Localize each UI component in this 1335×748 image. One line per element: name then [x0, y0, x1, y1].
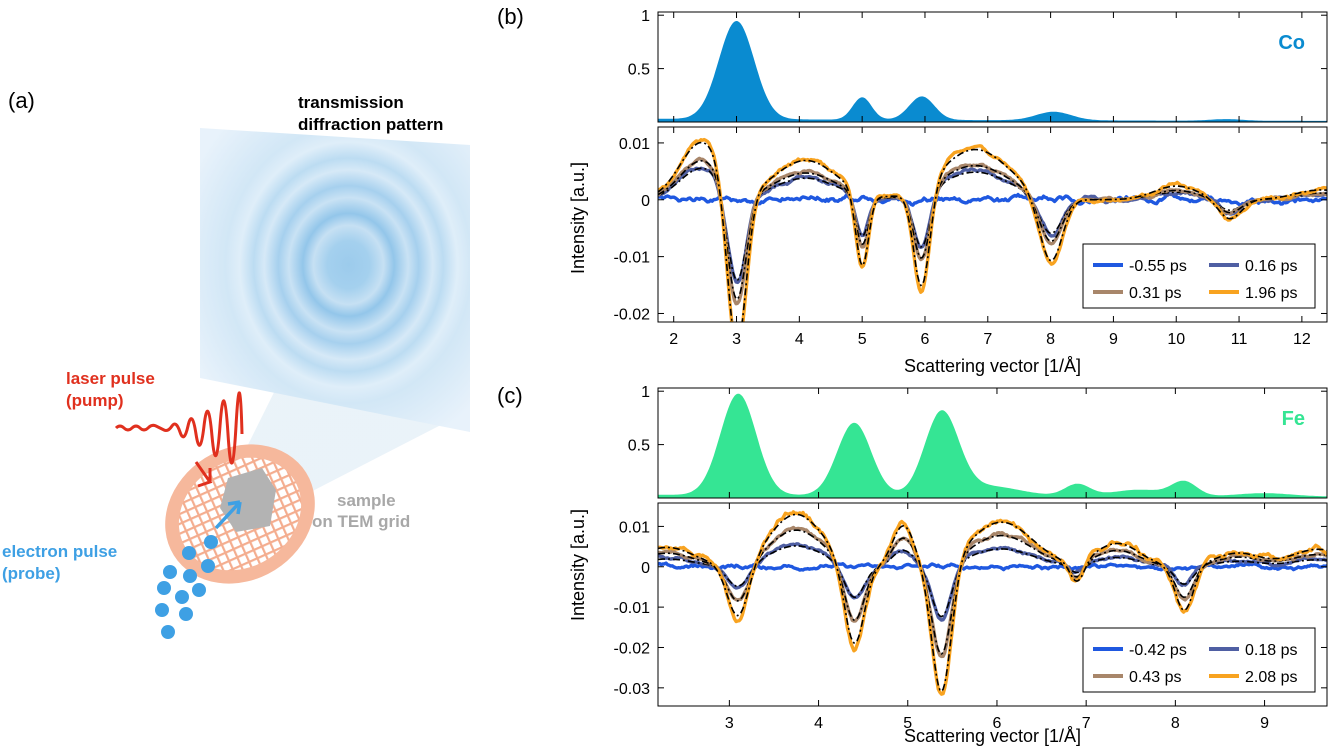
- bottom-ytick-label-b: -0.02: [614, 306, 651, 323]
- sample-flake: [220, 468, 276, 532]
- legend-label-2.08 ps: 2.08 ps: [1245, 669, 1297, 686]
- xtick-label-b: 9: [1109, 331, 1118, 348]
- fit-line-2.08 ps: [658, 513, 1327, 693]
- bottom-ytick-label-c: -0.02: [614, 640, 651, 657]
- bottom-axes-frame-c: [657, 502, 1328, 707]
- sample-label-line1: sample: [337, 491, 396, 510]
- spectrum-area-b: [658, 21, 1327, 122]
- xtick-label-b: 3: [732, 331, 741, 348]
- laser-label-line1: laser pulse: [66, 369, 155, 388]
- legend-label-0.31 ps: 0.31 ps: [1129, 285, 1181, 302]
- series-line--0.42 ps: [658, 561, 1327, 572]
- bottom-ytick-label-c: 0.01: [619, 519, 650, 536]
- laser-label-line2: (pump): [66, 391, 124, 410]
- top-axes-frame-b: [657, 11, 1328, 123]
- spectrum-area-c: [658, 393, 1327, 498]
- top-ytick-label-b: 1: [641, 8, 650, 25]
- legend-label-0.18 ps: 0.18 ps: [1245, 642, 1297, 659]
- fit-line-0.18 ps: [658, 544, 1327, 618]
- bottom-ytick-label-b: -0.01: [614, 250, 651, 267]
- xtick-label-c: 4: [814, 715, 823, 732]
- electron-pulse-icon: [155, 535, 218, 639]
- bottom-ytick-label-c: -0.01: [614, 600, 651, 617]
- series-line-2.08 ps: [658, 510, 1327, 696]
- xtick-label-c: 6: [993, 715, 1002, 732]
- xtick-label-b: 2: [669, 331, 678, 348]
- legend-label-0.16 ps: 0.16 ps: [1245, 258, 1297, 275]
- xtick-label-b: 5: [858, 331, 867, 348]
- x-axis-label-b: Scattering vector [1/Å]: [904, 356, 1081, 376]
- top-ytick-label-b: 0.5: [628, 62, 650, 79]
- xtick-label-b: 8: [1046, 331, 1055, 348]
- xtick-label-c: 5: [903, 715, 912, 732]
- bottom-ytick-label-c: 0: [641, 560, 650, 577]
- element-label-b: Co: [1278, 32, 1305, 54]
- top-ytick-label-c: 1: [641, 384, 650, 401]
- panel-label-c: (c): [497, 383, 523, 408]
- bottom-ytick-label-b: 0: [641, 193, 650, 210]
- diffraction-pattern-screen: [200, 128, 470, 432]
- laser-pulse-icon: [114, 391, 244, 465]
- legend-c: [1082, 627, 1316, 693]
- detector-label-line2: diffraction pattern: [298, 115, 443, 134]
- legend-label--0.55 ps: -0.55 ps: [1129, 258, 1187, 275]
- legend-label-0.43 ps: 0.43 ps: [1129, 669, 1181, 686]
- y-axis-label-c: Intensity [a.u.]: [568, 509, 588, 621]
- series-group-b: [658, 137, 1327, 322]
- bottom-ytick-label-c: -0.03: [614, 681, 651, 698]
- fit-line-1.96 ps: [658, 141, 1327, 322]
- series-group-c: [658, 510, 1327, 696]
- legend-label--0.42 ps: -0.42 ps: [1129, 642, 1187, 659]
- xtick-label-c: 9: [1260, 715, 1269, 732]
- fit-line-0.43 ps: [658, 529, 1327, 656]
- laser-arrow-icon: [194, 461, 213, 488]
- top-ytick-label-c: 0.5: [628, 438, 650, 455]
- xtick-label-c: 3: [725, 715, 734, 732]
- xtick-label-b: 12: [1293, 331, 1311, 348]
- xtick-label-c: 7: [1082, 715, 1091, 732]
- xtick-label-b: 11: [1231, 331, 1248, 348]
- xtick-label-b: 10: [1167, 331, 1185, 348]
- electron-label-line2: (probe): [2, 564, 61, 583]
- x-axis-label-c: Scattering vector [1/Å]: [904, 726, 1081, 746]
- legend-label-1.96 ps: 1.96 ps: [1245, 285, 1297, 302]
- xtick-label-b: 7: [983, 331, 992, 348]
- detector-label-line1: transmission: [298, 93, 404, 112]
- panel-label-b: (b): [497, 4, 524, 29]
- electron-arrow-icon: [214, 500, 242, 530]
- legend-b: [1082, 243, 1316, 309]
- bottom-axes-frame-b: [657, 126, 1328, 323]
- xtick-label-b: 6: [921, 331, 930, 348]
- bottom-ytick-label-b: 0.01: [619, 136, 650, 153]
- electron-label-line1: electron pulse: [2, 542, 117, 561]
- xtick-label-b: 4: [795, 331, 804, 348]
- top-axes-frame-c: [657, 387, 1328, 499]
- experiment-schematic: transmission diffraction pattern laser p…: [2, 93, 470, 639]
- xtick-label-c: 8: [1171, 715, 1180, 732]
- sample-label-line2: on TEM grid: [312, 512, 410, 531]
- y-axis-label-b: Intensity [a.u.]: [568, 162, 588, 274]
- panel-label-a: (a): [8, 88, 35, 113]
- element-label-c: Fe: [1282, 408, 1305, 430]
